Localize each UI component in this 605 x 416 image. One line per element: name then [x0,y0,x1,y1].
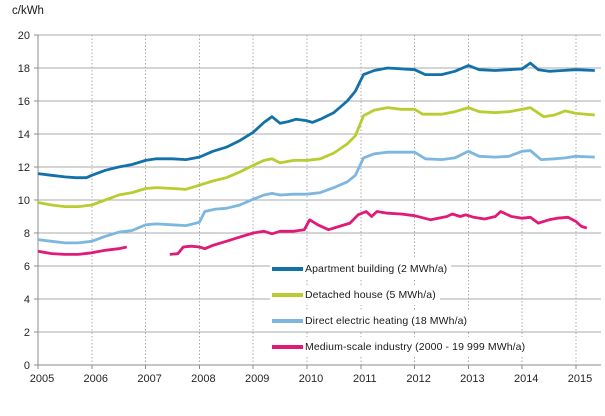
x-tick-label-2006: 2006 [84,373,108,385]
x-tick-label-2012: 2012 [406,373,430,385]
x-tick-label-2011: 2011 [353,373,377,385]
legend-line-swatch [272,267,303,271]
legend-label: Direct electric heating (18 MWh/a) [305,315,468,327]
legend-label: Apartment building (2 MWh/a) [305,263,448,275]
legend-label: Detached house (5 MWh/a) [305,289,436,301]
x-tick-label-2008: 2008 [191,373,215,385]
x-tick-label-2013: 2013 [460,373,484,385]
series-line-medium-scale-industry-2000-19-999-mwh-a [37,245,128,256]
y-tick-label-16: 16 [18,96,30,108]
legend-item-medium-scale-industry-2000-19-999-mwh-a: Medium-scale industry (2000 - 19 999 MWh… [270,337,530,357]
y-tick-label-2: 2 [24,327,30,339]
y-tick-label-12: 12 [18,162,30,174]
x-tick-label-2015: 2015 [568,373,592,385]
x-tick-label-2009: 2009 [245,373,269,385]
y-tick-label-6: 6 [24,261,30,273]
x-tick-label-2005: 2005 [30,373,54,385]
y-tick-label-8: 8 [24,228,30,240]
legend-item-detached-house-5-mwh-a: Detached house (5 MWh/a) [270,285,440,305]
x-tick-label-2007: 2007 [137,373,161,385]
legend-line-swatch [272,345,303,349]
y-axis-unit-label: c/kWh [12,5,44,17]
legend-label: Medium-scale industry (2000 - 19 999 MWh… [305,341,526,353]
series-line-detached-house-5-mwh-a [37,106,595,209]
series-line-apartment-building-2-mwh-a [37,61,595,180]
x-tick-label-2014: 2014 [514,373,538,385]
x-tick-label-2010: 2010 [299,373,323,385]
legend-line-swatch [272,319,303,323]
chart-legend: Apartment building (2 MWh/a) Detached hou… [270,259,530,363]
y-tick-label-10: 10 [18,195,30,207]
y-tick-label-20: 20 [18,30,30,42]
legend-line-swatch [272,293,303,297]
series-line-direct-electric-heating-18-mwh-a [37,149,595,245]
y-tick-label-0: 0 [24,360,30,372]
legend-item-direct-electric-heating-18-mwh-a: Direct electric heating (18 MWh/a) [270,311,472,331]
y-tick-label-14: 14 [18,129,30,141]
y-tick-label-18: 18 [18,63,30,75]
legend-item-apartment-building-2-mwh-a: Apartment building (2 MWh/a) [270,259,452,279]
series-line-medium-scale-industry-2000-19-999-mwh-a-seg1 [169,210,588,256]
y-tick-label-4: 4 [24,294,30,306]
